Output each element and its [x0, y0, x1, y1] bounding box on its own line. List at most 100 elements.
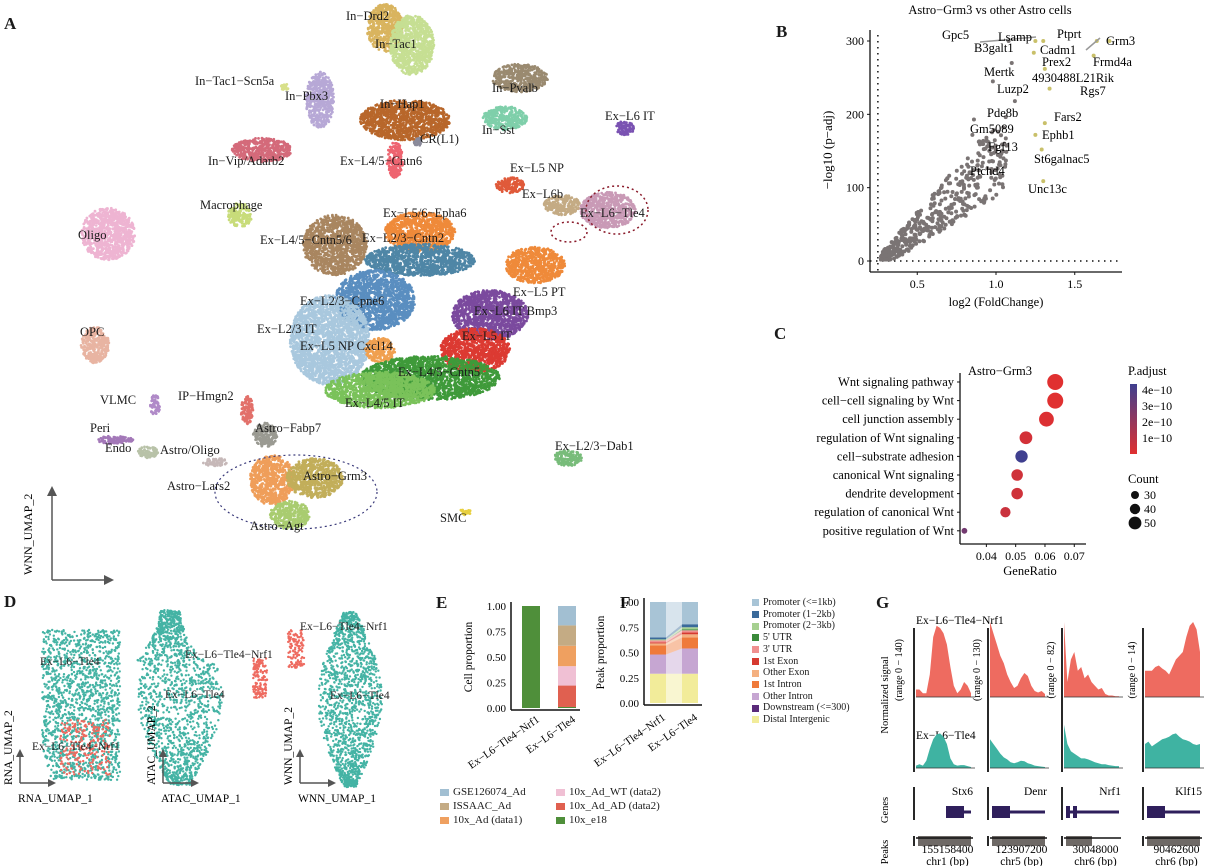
- cell-point: [420, 49, 424, 53]
- cell-point: [419, 33, 423, 36]
- cell-point: [267, 139, 271, 142]
- cell-point: [427, 119, 431, 123]
- cell-point: [403, 116, 406, 120]
- cell-point: [426, 127, 430, 131]
- cell-point: [369, 111, 373, 115]
- cell-point: [516, 121, 520, 125]
- cell-point: [500, 105, 503, 109]
- cell-point: [511, 190, 515, 194]
- cell-point: [430, 57, 433, 61]
- cell-point: [325, 116, 329, 120]
- cell-point: [544, 76, 548, 79]
- cell-point: [415, 53, 419, 57]
- cell-point: [519, 65, 522, 68]
- cell-point: [379, 115, 383, 119]
- cell-point: [394, 168, 398, 172]
- cell-point: [520, 115, 524, 119]
- cell-point: [315, 114, 319, 118]
- cell-point: [372, 27, 376, 31]
- cell-point: [505, 69, 508, 73]
- cell-point: [518, 121, 522, 125]
- cell-point: [392, 168, 395, 172]
- cell-point: [253, 142, 257, 146]
- cell-point: [329, 98, 333, 102]
- cell-point: [505, 189, 509, 193]
- cell-point: [497, 106, 501, 110]
- cell-point: [516, 63, 520, 66]
- cell-point: [394, 110, 398, 114]
- cell-point: [527, 65, 530, 68]
- cell-point: [416, 33, 420, 37]
- cell-point: [288, 146, 292, 149]
- cell-point: [319, 106, 323, 109]
- cell-point: [562, 200, 566, 204]
- cell-point: [385, 121, 389, 125]
- cell-point: [393, 113, 397, 117]
- cell-point: [409, 67, 412, 70]
- cell-point: [506, 117, 510, 121]
- cell-point: [422, 29, 426, 33]
- cell-point: [383, 133, 386, 137]
- cell-point: [516, 182, 520, 186]
- cell-point: [316, 108, 320, 112]
- cell-point: [370, 130, 374, 134]
- cell-point: [494, 118, 498, 122]
- cell-point: [423, 39, 427, 43]
- cell-point: [373, 31, 377, 34]
- cell-point: [332, 100, 335, 104]
- cell-point: [396, 173, 400, 177]
- cluster-ex-l5-np: [494, 176, 526, 195]
- cell-point: [419, 62, 423, 66]
- cell-point: [571, 210, 575, 214]
- cell-point: [366, 27, 370, 31]
- cell-point: [429, 124, 433, 128]
- cell-point: [411, 18, 415, 22]
- cell-point: [372, 38, 376, 41]
- cell-point: [425, 112, 429, 116]
- cell-point: [413, 62, 417, 65]
- cell-point: [364, 128, 368, 131]
- cell-point: [513, 76, 517, 80]
- cell-point: [507, 181, 511, 185]
- cell-point: [436, 118, 440, 121]
- cell-point: [407, 135, 411, 139]
- cell-point: [381, 29, 385, 33]
- cell-point: [387, 25, 390, 28]
- cell-point: [371, 122, 375, 126]
- cell-point: [441, 108, 445, 112]
- cell-point: [502, 106, 506, 110]
- cell-point: [364, 116, 367, 119]
- cell-point: [400, 69, 404, 73]
- cell-point: [285, 154, 288, 158]
- cell-point: [398, 169, 402, 173]
- cell-point: [377, 132, 380, 136]
- cell-point: [570, 206, 574, 209]
- cell-point: [397, 113, 401, 117]
- cell-point: [404, 20, 408, 24]
- cell-point: [373, 113, 377, 117]
- cell-point: [315, 106, 319, 109]
- cell-point: [374, 11, 377, 14]
- cell-point: [397, 132, 401, 136]
- cell-point: [577, 201, 581, 204]
- cell-point: [372, 45, 376, 48]
- cell-point: [382, 43, 385, 47]
- cell-point: [423, 126, 427, 130]
- cell-point: [418, 52, 421, 55]
- cell-point: [502, 70, 506, 74]
- cell-point: [412, 134, 415, 138]
- cell-point: [280, 147, 284, 151]
- cell-point: [427, 115, 431, 118]
- cell-point: [418, 69, 422, 72]
- cell-point: [526, 73, 530, 76]
- cell-point: [320, 72, 324, 76]
- cell-point: [539, 81, 542, 84]
- cell-point: [288, 152, 292, 155]
- cell-point: [371, 42, 375, 46]
- cell-point: [632, 125, 635, 129]
- cell-point: [372, 126, 376, 130]
- cell-point: [235, 149, 239, 152]
- cell-point: [501, 118, 505, 121]
- cell-point: [388, 20, 391, 24]
- cell-point: [259, 148, 262, 152]
